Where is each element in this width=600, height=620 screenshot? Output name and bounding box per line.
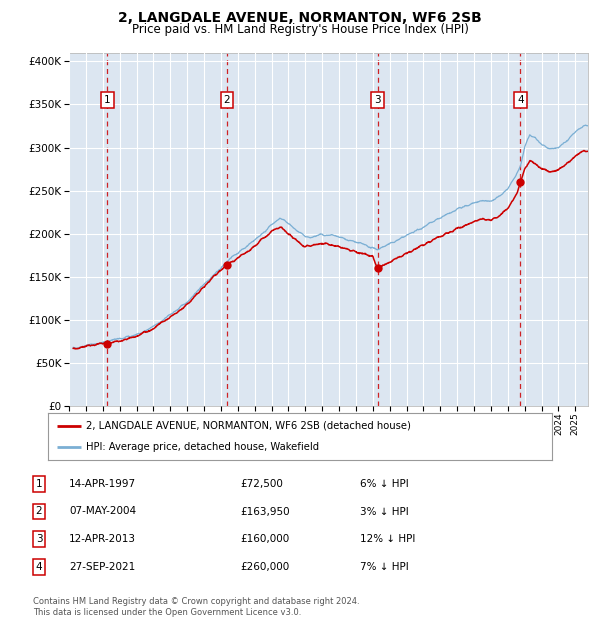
Text: 3: 3: [35, 534, 43, 544]
Text: 4: 4: [517, 95, 524, 105]
Text: 7% ↓ HPI: 7% ↓ HPI: [360, 562, 409, 572]
Text: 12% ↓ HPI: 12% ↓ HPI: [360, 534, 415, 544]
Text: 14-APR-1997: 14-APR-1997: [69, 479, 136, 489]
Text: £72,500: £72,500: [240, 479, 283, 489]
Text: 3: 3: [374, 95, 381, 105]
Text: 6% ↓ HPI: 6% ↓ HPI: [360, 479, 409, 489]
Text: £163,950: £163,950: [240, 507, 290, 516]
Text: 2, LANGDALE AVENUE, NORMANTON, WF6 2SB (detached house): 2, LANGDALE AVENUE, NORMANTON, WF6 2SB (…: [86, 420, 410, 431]
Text: Contains HM Land Registry data © Crown copyright and database right 2024.
This d: Contains HM Land Registry data © Crown c…: [33, 598, 359, 617]
Text: 1: 1: [35, 479, 43, 489]
Text: 1: 1: [104, 95, 111, 105]
Text: 27-SEP-2021: 27-SEP-2021: [69, 562, 135, 572]
Text: 12-APR-2013: 12-APR-2013: [69, 534, 136, 544]
Text: 2, LANGDALE AVENUE, NORMANTON, WF6 2SB: 2, LANGDALE AVENUE, NORMANTON, WF6 2SB: [118, 11, 482, 25]
Text: £160,000: £160,000: [240, 534, 289, 544]
Text: Price paid vs. HM Land Registry's House Price Index (HPI): Price paid vs. HM Land Registry's House …: [131, 23, 469, 36]
Text: £260,000: £260,000: [240, 562, 289, 572]
Text: 07-MAY-2004: 07-MAY-2004: [69, 507, 136, 516]
Text: 2: 2: [224, 95, 230, 105]
Text: 3% ↓ HPI: 3% ↓ HPI: [360, 507, 409, 516]
Text: HPI: Average price, detached house, Wakefield: HPI: Average price, detached house, Wake…: [86, 442, 319, 453]
Text: 4: 4: [35, 562, 43, 572]
Text: 2: 2: [35, 507, 43, 516]
